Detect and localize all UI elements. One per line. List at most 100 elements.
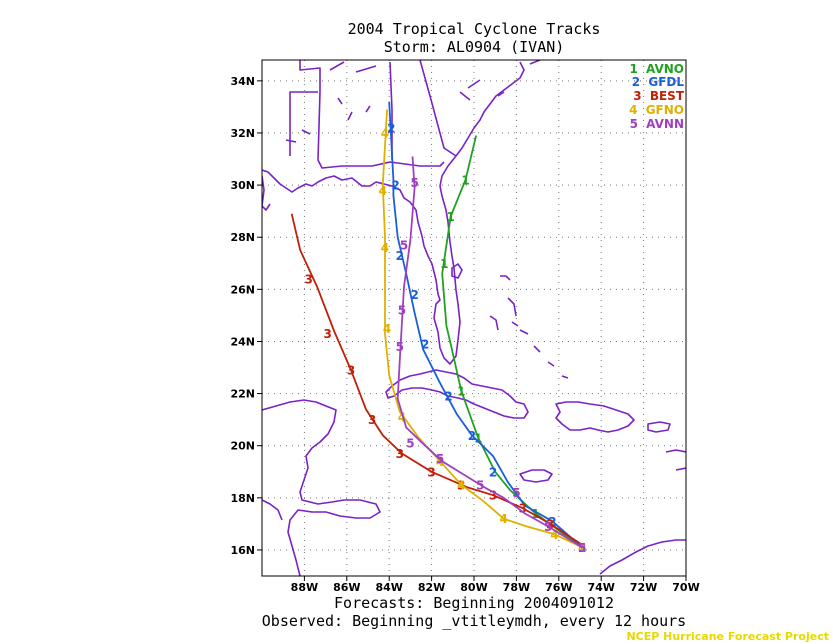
x-tick-label: 70W	[672, 581, 699, 594]
track-marker-avnn: 5	[544, 520, 552, 534]
footer-observed: Observed: Beginning _vtitleymdh, every 1…	[262, 612, 686, 630]
south-america-coast	[599, 539, 686, 575]
x-tick-label: 82W	[418, 581, 445, 594]
jamaica	[519, 469, 553, 483]
track-avnn: 5 5 5 5 5 5 5 5 5 5	[396, 156, 586, 555]
x-tick-label: 86W	[333, 581, 360, 594]
legend-label-best: BEST	[650, 89, 685, 103]
track-line-gfno	[381, 109, 583, 549]
track-marker-avnn: 5	[406, 437, 414, 451]
track-marker-avnn: 5	[410, 176, 418, 190]
track-marker-gfno: 4	[381, 126, 389, 140]
track-marker-avnn: 5	[396, 340, 404, 354]
credit-text: NCEP Hurricane Forecast Project	[626, 630, 829, 643]
track-marker-avnn: 5	[436, 452, 444, 466]
y-tick-label: 34N	[230, 75, 255, 88]
chart-title: 2004 Tropical Cyclone Tracks	[348, 20, 601, 38]
puerto-rico	[647, 421, 671, 433]
track-marker-best: 3	[347, 364, 355, 378]
hispaniola	[555, 401, 635, 433]
track-marker-gfdl: 2	[396, 249, 404, 263]
track-line-avno	[441, 135, 583, 549]
x-tick-label: 78W	[503, 581, 530, 594]
legend-label-avno: AVNO	[646, 62, 684, 76]
track-marker-gfdl: 2	[387, 121, 395, 135]
track-marker-gfdl: 2	[444, 390, 452, 404]
legend-marker-gfno: 4	[629, 103, 637, 117]
track-marker-avno: 1	[461, 173, 469, 187]
track-marker-avnn: 5	[476, 478, 484, 492]
central-america-west	[262, 499, 283, 521]
legend-item-best: 3 BEST	[633, 89, 685, 103]
track-marker-gfno: 4	[578, 541, 586, 555]
track-marker-gfno: 4	[379, 184, 387, 198]
storm-tracks: 1111111222222222233333333334444444444555…	[290, 101, 586, 555]
east-islands	[665, 449, 686, 471]
legend-item-gfdl: 2 GFDL	[632, 75, 685, 89]
track-marker-gfno: 4	[436, 455, 444, 469]
track-marker-avnn: 5	[398, 304, 406, 318]
track-marker-best: 3	[489, 489, 497, 503]
track-line-gfdl	[388, 101, 583, 548]
legend-item-avnn: 5 AVNN	[630, 117, 684, 131]
y-tick-label: 24N	[230, 335, 255, 348]
track-line-avnn	[396, 156, 583, 549]
x-tick-label: 80W	[460, 581, 487, 594]
y-tick-label: 18N	[230, 492, 255, 505]
x-tick-label: 74W	[587, 581, 614, 594]
track-marker-avnn: 5	[400, 239, 408, 253]
upper-coastal-features	[285, 60, 541, 143]
legend-label-avnn: AVNN	[646, 117, 684, 131]
track-marker-best: 3	[304, 272, 312, 286]
y-tick-label: 22N	[230, 388, 255, 401]
track-marker-avno: 1	[474, 431, 482, 445]
grid-lines	[262, 60, 687, 576]
track-marker-gfdl: 2	[548, 515, 556, 529]
track-marker-gfno: 4	[457, 478, 465, 492]
track-marker-gfdl: 2	[421, 338, 429, 352]
texas-coast	[262, 175, 271, 211]
track-marker-avno: 1	[531, 507, 539, 521]
track-marker-avno: 1	[440, 257, 448, 271]
track-marker-gfdl: 2	[489, 465, 497, 479]
track-marker-best: 3	[546, 517, 554, 531]
track-marker-gfno: 4	[500, 512, 508, 526]
track-line-best	[290, 213, 583, 546]
track-marker-avnn: 5	[512, 486, 520, 500]
state-lines	[289, 60, 471, 169]
legend-marker-best: 3	[633, 89, 641, 103]
track-marker-gfdl: 2	[391, 179, 399, 193]
yucatan-central-america	[262, 399, 381, 576]
track-marker-best: 3	[519, 502, 527, 516]
track-marker-best: 3	[324, 327, 332, 341]
lake-okeechobee	[451, 263, 463, 279]
track-marker-gfdl: 2	[410, 288, 418, 302]
track-marker-gfdl: 2	[468, 429, 476, 443]
track-marker-best: 3	[396, 447, 404, 461]
y-tick-label: 16N	[230, 544, 255, 557]
track-marker-gfno: 4	[381, 241, 389, 255]
y-tick-label: 28N	[230, 231, 255, 244]
chart-subtitle: Storm: AL0904 (IVAN)	[384, 38, 565, 56]
track-marker-best: 3	[368, 413, 376, 427]
legend-label-gfdl: GFDL	[648, 75, 684, 89]
x-tick-label: 84W	[375, 581, 402, 594]
bahamas	[489, 275, 569, 379]
x-tick-label: 76W	[545, 581, 572, 594]
track-marker-gfdl: 2	[578, 541, 586, 555]
x-tick-label: 88W	[291, 581, 318, 594]
track-marker-gfno: 4	[398, 411, 406, 425]
track-marker-avnn: 5	[578, 541, 586, 555]
legend-item-gfno: 4 GFNO	[629, 103, 684, 117]
legend: 1 AVNO 2 GFDL 3 BEST 4 GFNO 5 AVNN	[629, 62, 685, 131]
legend-marker-gfdl: 2	[632, 75, 640, 89]
legend-item-avno: 1 AVNO	[629, 62, 684, 76]
track-marker-best: 3	[427, 465, 435, 479]
track-gfdl: 2 2 2 2 2 2 2 2 2 2	[387, 101, 586, 555]
track-marker-avno: 1	[578, 541, 586, 555]
y-tick-label: 20N	[230, 440, 255, 453]
legend-marker-avnn: 5	[630, 117, 638, 131]
